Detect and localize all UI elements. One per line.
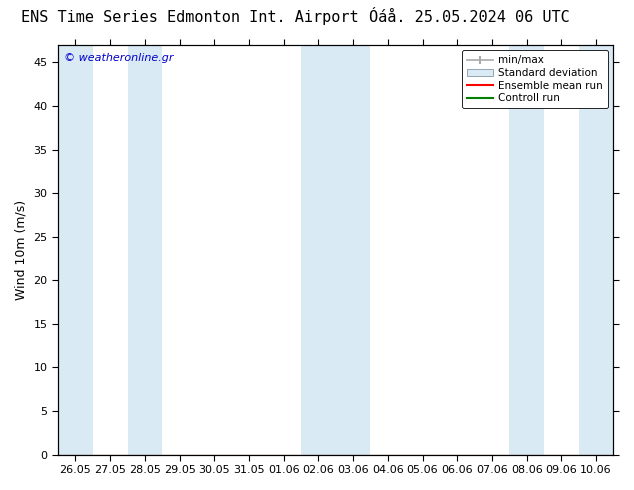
Bar [58, 45, 93, 455]
Text: Óáå. 25.05.2024 06 UTC: Óáå. 25.05.2024 06 UTC [369, 10, 569, 25]
Y-axis label: Wind 10m (m/s): Wind 10m (m/s) [15, 200, 28, 300]
Legend: min/max, Standard deviation, Ensemble mean run, Controll run: min/max, Standard deviation, Ensemble me… [462, 50, 608, 108]
Bar [301, 45, 370, 455]
Bar [509, 45, 544, 455]
Text: © weatheronline.gr: © weatheronline.gr [63, 53, 173, 63]
Bar [127, 45, 162, 455]
Bar [579, 45, 614, 455]
Text: ENS Time Series Edmonton Int. Airport: ENS Time Series Edmonton Int. Airport [22, 10, 359, 25]
